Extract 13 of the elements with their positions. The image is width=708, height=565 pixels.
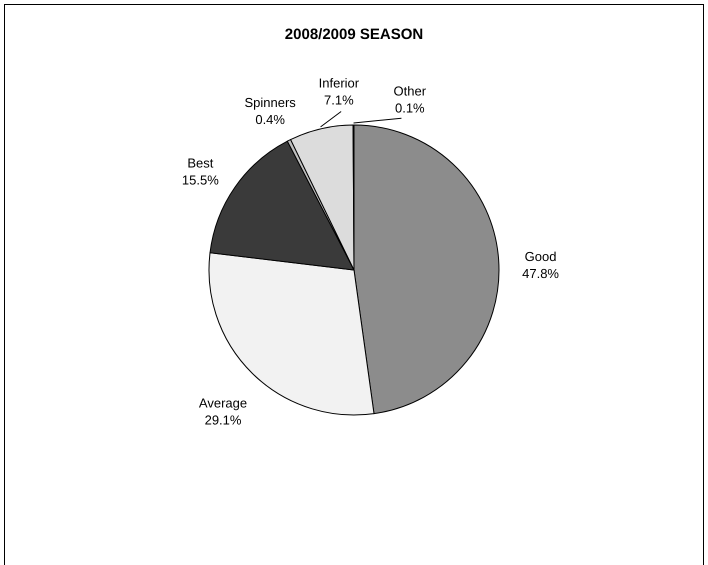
slice-label: Other bbox=[394, 84, 427, 99]
slice-label: Best bbox=[187, 155, 214, 170]
data-label: 29.1% bbox=[204, 412, 242, 428]
data-label: 15.5% bbox=[182, 172, 220, 188]
slice-label: Average bbox=[198, 395, 248, 410]
slice-label: Inferior bbox=[318, 76, 360, 91]
data-label: 0.4% bbox=[255, 112, 286, 127]
slice-label: Good bbox=[524, 249, 556, 264]
data-label: 7.1% bbox=[324, 92, 354, 108]
chart-title: 2008/2009 SEASON bbox=[284, 26, 424, 43]
data-label: 0.1% bbox=[394, 100, 426, 116]
data-label: 47.8% bbox=[522, 266, 560, 282]
slice-label: Spinners bbox=[244, 94, 296, 110]
